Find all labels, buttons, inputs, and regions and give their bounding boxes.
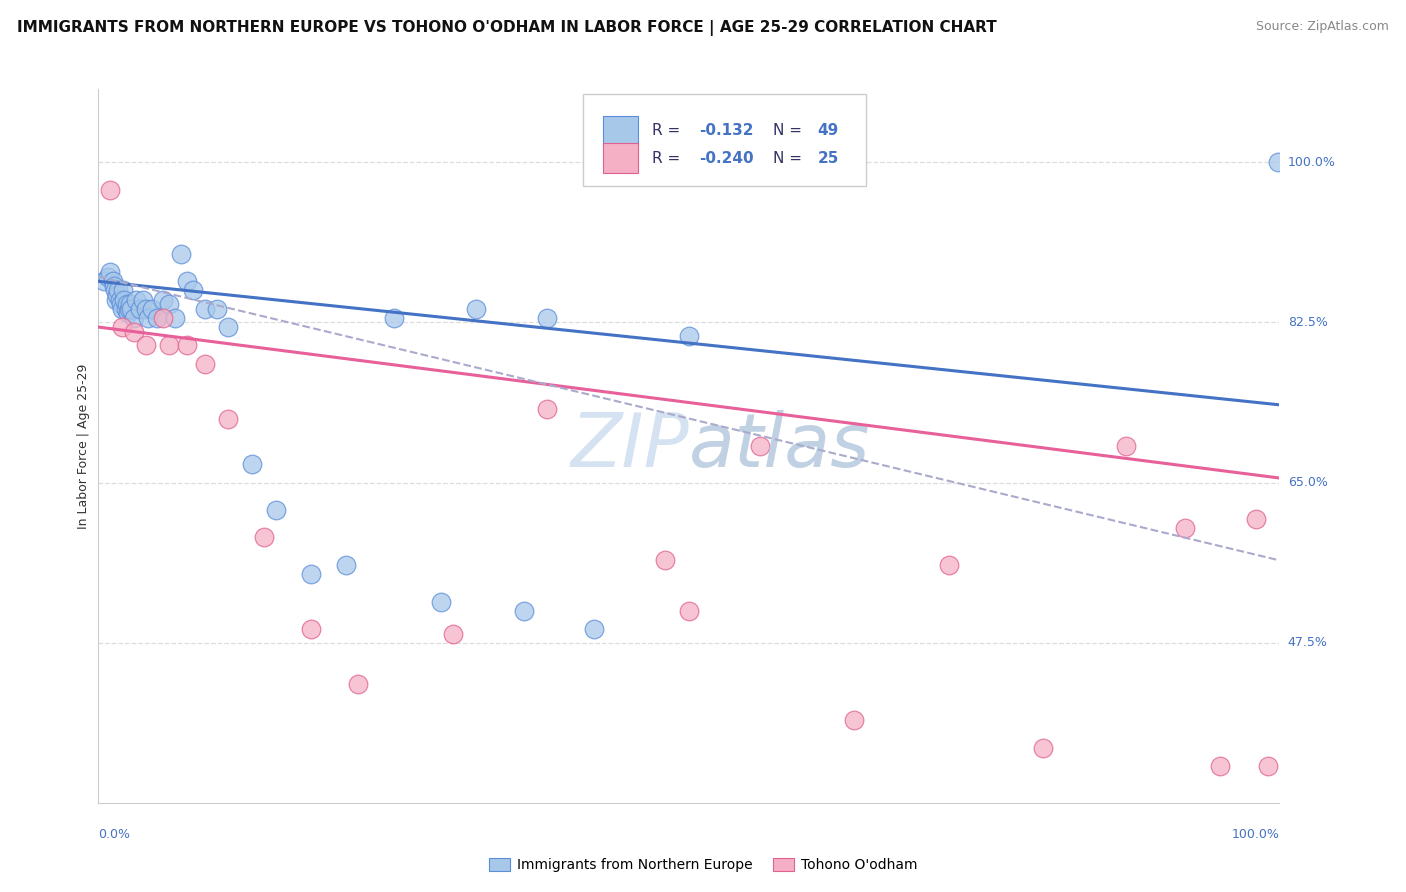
Point — [93, 274, 115, 288]
Point — [299, 567, 322, 582]
Point — [217, 411, 239, 425]
FancyBboxPatch shape — [603, 116, 638, 145]
Point — [165, 310, 187, 325]
Point — [105, 288, 128, 302]
Point — [1244, 512, 1267, 526]
Text: Source: ZipAtlas.com: Source: ZipAtlas.com — [1256, 20, 1389, 33]
Text: 49: 49 — [818, 123, 839, 138]
Point — [382, 310, 405, 325]
FancyBboxPatch shape — [603, 144, 638, 173]
Text: 82.5%: 82.5% — [1288, 316, 1327, 329]
Point — [194, 301, 217, 316]
Point — [536, 402, 558, 417]
Point — [181, 284, 204, 298]
Point — [128, 301, 150, 316]
Y-axis label: In Labor Force | Age 25-29: In Labor Force | Age 25-29 — [77, 363, 90, 529]
Text: R =: R = — [652, 123, 686, 138]
Text: 100.0%: 100.0% — [1288, 156, 1336, 169]
Point — [1267, 155, 1289, 169]
Point — [104, 284, 127, 298]
Text: -0.132: -0.132 — [700, 123, 754, 138]
Text: R =: R = — [652, 151, 686, 166]
Point — [107, 284, 129, 298]
Point — [132, 293, 155, 307]
Text: 65.0%: 65.0% — [1288, 476, 1327, 489]
Point — [115, 297, 138, 311]
Point — [678, 604, 700, 618]
Point — [938, 558, 960, 572]
Point — [654, 553, 676, 567]
Point — [176, 338, 198, 352]
Text: ZIP: ZIP — [571, 410, 689, 482]
Point — [205, 301, 228, 316]
Point — [512, 604, 534, 618]
Point — [152, 293, 174, 307]
Point — [194, 357, 217, 371]
Point — [1032, 740, 1054, 755]
Point — [465, 301, 488, 316]
Point — [98, 265, 121, 279]
Point — [240, 458, 263, 472]
Point — [122, 310, 145, 325]
Point — [98, 183, 121, 197]
Text: atlas: atlas — [689, 410, 870, 482]
Point — [583, 622, 606, 636]
Point — [430, 594, 453, 608]
Point — [97, 269, 120, 284]
Point — [347, 677, 370, 691]
Point — [170, 247, 193, 261]
Point — [112, 284, 135, 298]
Point — [253, 531, 276, 545]
Point — [335, 558, 357, 572]
Text: 25: 25 — [818, 151, 839, 166]
Point — [176, 274, 198, 288]
Point — [118, 301, 141, 316]
Text: 47.5%: 47.5% — [1288, 636, 1327, 649]
Point — [135, 301, 157, 316]
Point — [141, 301, 163, 316]
Point — [299, 622, 322, 636]
Point — [117, 306, 139, 320]
Point — [146, 310, 169, 325]
Point — [125, 293, 148, 307]
Point — [108, 293, 131, 307]
Text: -0.240: -0.240 — [700, 151, 754, 166]
Point — [136, 310, 159, 325]
FancyBboxPatch shape — [582, 95, 866, 186]
Point — [112, 293, 135, 307]
Point — [114, 301, 136, 316]
Text: 0.0%: 0.0% — [98, 828, 131, 841]
Point — [103, 279, 125, 293]
Point — [157, 338, 180, 352]
Point — [1115, 439, 1137, 453]
Text: IMMIGRANTS FROM NORTHERN EUROPE VS TOHONO O'ODHAM IN LABOR FORCE | AGE 25-29 COR: IMMIGRANTS FROM NORTHERN EUROPE VS TOHON… — [17, 20, 997, 36]
Point — [121, 301, 143, 316]
Point — [264, 503, 287, 517]
Point — [844, 714, 866, 728]
Point — [152, 310, 174, 325]
Text: 100.0%: 100.0% — [1232, 828, 1279, 841]
Point — [1174, 521, 1197, 535]
Point — [536, 310, 558, 325]
Text: N =: N = — [773, 151, 807, 166]
Point — [1257, 759, 1279, 773]
Point — [105, 293, 128, 307]
Point — [1209, 759, 1232, 773]
Legend: Immigrants from Northern Europe, Tohono O'odham: Immigrants from Northern Europe, Tohono … — [484, 853, 922, 878]
Point — [101, 274, 124, 288]
Point — [110, 297, 132, 311]
Point — [111, 301, 134, 316]
Point — [217, 320, 239, 334]
Point — [120, 297, 142, 311]
Point — [441, 626, 464, 640]
Point — [122, 325, 145, 339]
Point — [748, 439, 770, 453]
Point — [678, 329, 700, 343]
Point — [157, 297, 180, 311]
Point — [135, 338, 157, 352]
Text: N =: N = — [773, 123, 807, 138]
Point — [111, 320, 134, 334]
